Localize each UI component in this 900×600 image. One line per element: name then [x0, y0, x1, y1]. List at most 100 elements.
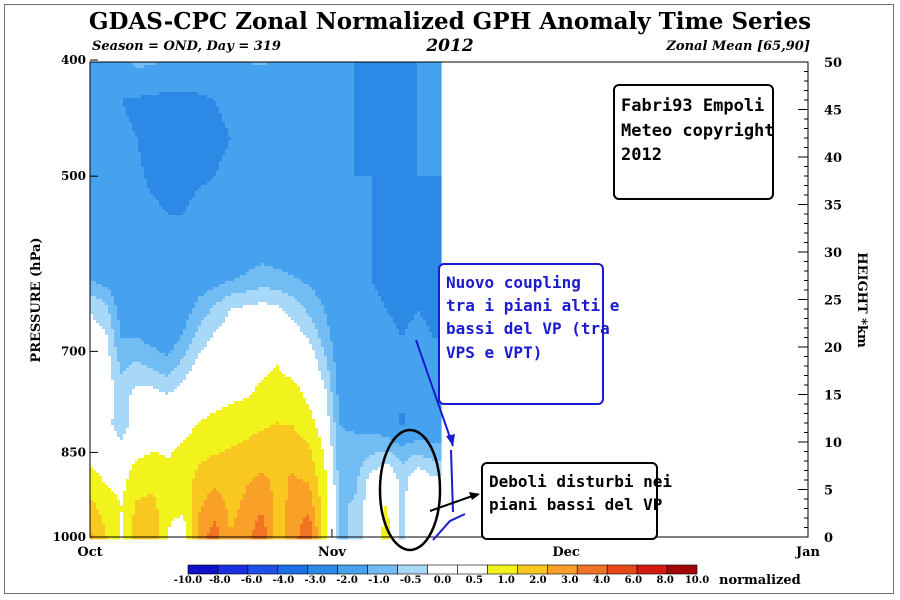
heatmap-cell: [114, 71, 118, 75]
heatmap-cell: [381, 80, 385, 84]
heatmap-cell: [363, 104, 367, 108]
heatmap-cell: [318, 116, 322, 120]
heatmap-cell: [207, 170, 211, 174]
heatmap-cell: [102, 143, 106, 147]
heatmap-cell: [183, 167, 187, 171]
heatmap-cell: [165, 119, 169, 123]
heatmap-cell: [429, 173, 433, 177]
heatmap-cell: [249, 68, 253, 72]
heatmap-cell: [186, 74, 190, 78]
heatmap-cell: [411, 71, 415, 75]
heatmap-cell: [411, 134, 415, 138]
heatmap-cell: [225, 128, 229, 132]
heatmap-cell: [153, 77, 157, 81]
heatmap-cell: [297, 140, 301, 144]
heatmap-cell: [135, 125, 139, 129]
heatmap-cell: [336, 176, 340, 180]
heatmap-cell: [366, 116, 370, 120]
heatmap-cell: [234, 107, 238, 111]
heatmap-cell: [342, 77, 346, 81]
heatmap-cell: [126, 158, 130, 162]
heatmap-cell: [222, 113, 226, 117]
heatmap-cell: [300, 62, 304, 66]
heatmap-cell: [156, 167, 160, 171]
heatmap-cell: [306, 95, 310, 99]
heatmap-cell: [372, 86, 376, 90]
heatmap-cell: [375, 110, 379, 114]
heatmap-cell: [159, 119, 163, 123]
heatmap-cell: [393, 116, 397, 120]
heatmap-cell: [306, 128, 310, 132]
heatmap-cell: [135, 74, 139, 78]
heatmap-cell: [192, 128, 196, 132]
heatmap-cell: [363, 68, 367, 72]
heatmap-cell: [336, 146, 340, 150]
heatmap-cell: [150, 134, 154, 138]
heatmap-cell: [117, 86, 121, 90]
heatmap-cell: [369, 182, 373, 186]
heatmap-cell: [405, 68, 409, 72]
heatmap-cell: [261, 179, 265, 183]
heatmap-cell: [333, 182, 337, 186]
heatmap-cell: [420, 71, 424, 75]
heatmap-cell: [108, 98, 112, 102]
heatmap-cell: [186, 161, 190, 165]
heatmap-cell: [312, 62, 316, 66]
heatmap-cell: [357, 155, 361, 159]
heatmap-cell: [234, 95, 238, 99]
heatmap-cell: [369, 71, 373, 75]
heatmap-cell: [102, 131, 106, 135]
heatmap-cell: [258, 71, 262, 75]
heatmap-cell: [93, 134, 97, 138]
heatmap-cell: [429, 77, 433, 81]
heatmap-cell: [162, 65, 166, 69]
heatmap-cell: [411, 107, 415, 111]
heatmap-cell: [171, 155, 175, 159]
heatmap-cell: [171, 179, 175, 183]
heatmap-cell: [438, 146, 442, 150]
heatmap-cell: [153, 92, 157, 96]
heatmap-cell: [420, 104, 424, 108]
heatmap-cell: [132, 83, 136, 87]
heatmap-cell: [204, 98, 208, 102]
heatmap-cell: [264, 143, 268, 147]
heatmap-cell: [315, 104, 319, 108]
heatmap-cell: [219, 155, 223, 159]
heatmap-cell: [126, 77, 130, 81]
heatmap-cell: [225, 161, 229, 165]
heatmap-cell: [249, 161, 253, 165]
heatmap-cell: [417, 95, 421, 99]
heatmap-cell: [297, 116, 301, 120]
heatmap-cell: [207, 167, 211, 171]
heatmap-cell: [297, 95, 301, 99]
heatmap-cell: [237, 101, 241, 105]
heatmap-cell: [312, 185, 316, 189]
heatmap-cell: [327, 155, 331, 159]
heatmap-cell: [396, 89, 400, 93]
heatmap-cell: [108, 62, 112, 66]
heatmap-cell: [282, 128, 286, 132]
heatmap-cell: [405, 182, 409, 186]
heatmap-cell: [96, 158, 100, 162]
heatmap-cell: [129, 125, 133, 129]
heatmap-cell: [354, 71, 358, 75]
heatmap-cell: [144, 182, 148, 186]
heatmap-cell: [273, 182, 277, 186]
heatmap-cell: [195, 71, 199, 75]
heatmap-cell: [291, 182, 295, 186]
heatmap-cell: [261, 170, 265, 174]
heatmap-cell: [192, 83, 196, 87]
heatmap-cell: [336, 134, 340, 138]
heatmap-cell: [222, 128, 226, 132]
heatmap-cell: [282, 182, 286, 186]
heatmap-cell: [189, 116, 193, 120]
heatmap-cell: [180, 86, 184, 90]
heatmap-cell: [363, 119, 367, 123]
heatmap-cell: [363, 80, 367, 84]
heatmap-cell: [297, 92, 301, 96]
heatmap-cell: [270, 104, 274, 108]
heatmap-cell: [321, 71, 325, 75]
heatmap-cell: [321, 98, 325, 102]
heatmap-cell: [417, 185, 421, 189]
heatmap-cell: [138, 122, 142, 126]
